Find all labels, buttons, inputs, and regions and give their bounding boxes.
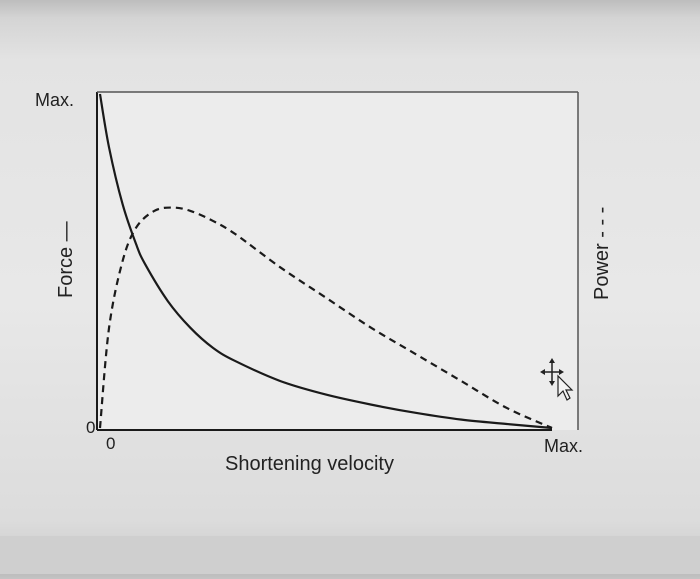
x-max-label: Max. — [544, 436, 583, 456]
power-curve — [98, 206, 553, 430]
move-cursor-icon — [540, 358, 580, 411]
screen-bottom-edge — [0, 536, 700, 574]
force-curve — [98, 93, 553, 430]
plot-area — [97, 92, 578, 430]
plot-frame — [96, 91, 579, 431]
x-min-label: 0 — [106, 434, 115, 453]
pointer-cursor-icon — [557, 374, 574, 401]
series-group — [98, 93, 553, 430]
y-axis-title-right: Power - - - — [591, 207, 613, 300]
y-max-label: Max. — [35, 90, 74, 110]
y-axis-title-left: Force — — [55, 221, 77, 298]
x-axis-title: Shortening velocity — [225, 453, 394, 475]
y-min-label: 0 — [86, 418, 95, 437]
labels-group: Max. 0 0 Max. Shortening velocity Force … — [35, 90, 613, 475]
